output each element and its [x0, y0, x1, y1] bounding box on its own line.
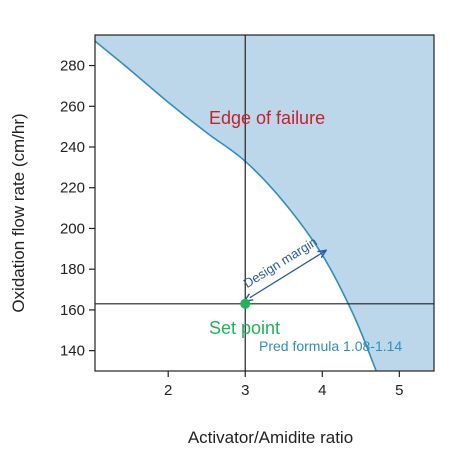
failure-region: [95, 35, 434, 371]
x-tick-label: 5: [395, 382, 403, 399]
y-axis-title: Oxidation flow rate (cm/hr): [9, 113, 28, 312]
plot-frame: [94, 34, 435, 372]
y-tick-label: 200: [60, 220, 85, 237]
x-axis-ticks: 2 3 4 5: [164, 371, 404, 399]
x-tick-label: 2: [164, 382, 172, 399]
x-tick-label: 4: [318, 382, 326, 399]
y-tick-label: 140: [60, 343, 85, 360]
pred-formula-label: Pred formula 1.08-1.14: [259, 338, 402, 354]
y-tick-label: 220: [60, 180, 85, 197]
design-margin-arrow: [250, 251, 326, 298]
set-point-label: Set point: [209, 318, 280, 338]
y-tick-label: 280: [60, 58, 85, 75]
x-axis-title: Activator/Amidite ratio: [188, 428, 353, 447]
y-tick-label: 260: [60, 98, 85, 115]
y-axis-ticks: 140 160 180 200 220 240 260 280: [60, 58, 95, 360]
y-tick-label: 180: [60, 261, 85, 278]
set-point-marker: [240, 298, 251, 309]
y-tick-label: 160: [60, 302, 85, 319]
y-tick-label: 240: [60, 139, 85, 156]
x-tick-label: 3: [241, 382, 249, 399]
edge-of-failure-label: Edge of failure: [209, 108, 325, 128]
design-margin-label: Design margin: [241, 234, 320, 291]
